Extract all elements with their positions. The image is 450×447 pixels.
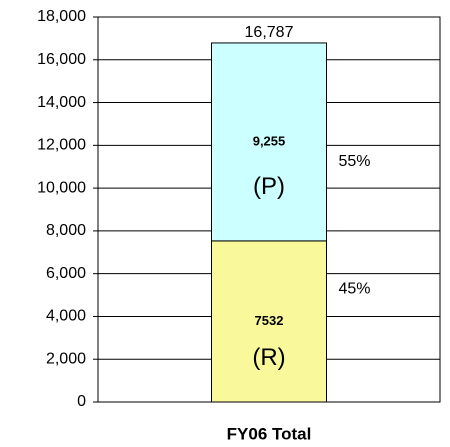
value-label: 9,255	[253, 133, 286, 148]
value-label: 7532	[255, 313, 284, 328]
y-tick-label: 10,000	[37, 179, 86, 196]
y-tick-label: 6,000	[46, 265, 86, 282]
y-tick-label: 0	[77, 393, 86, 410]
share-label: 55%	[339, 153, 371, 170]
x-tick-label: FY06 Total	[227, 424, 312, 443]
y-tick-label: 12,000	[37, 137, 86, 154]
segment-name: (P)	[253, 173, 285, 200]
y-tick-label: 14,000	[37, 94, 86, 111]
y-tick-label: 4,000	[46, 308, 86, 325]
bar-segment	[211, 42, 327, 242]
y-tick-label: 18,000	[37, 8, 86, 25]
bar-segment	[211, 240, 327, 403]
y-tick-label: 8,000	[46, 222, 86, 239]
total-label: 16,787	[245, 24, 294, 41]
y-tick-label: 2,000	[46, 350, 86, 367]
segment-name: (R)	[252, 344, 285, 371]
y-tick-label: 16,000	[37, 51, 86, 68]
share-label: 45%	[339, 280, 371, 297]
